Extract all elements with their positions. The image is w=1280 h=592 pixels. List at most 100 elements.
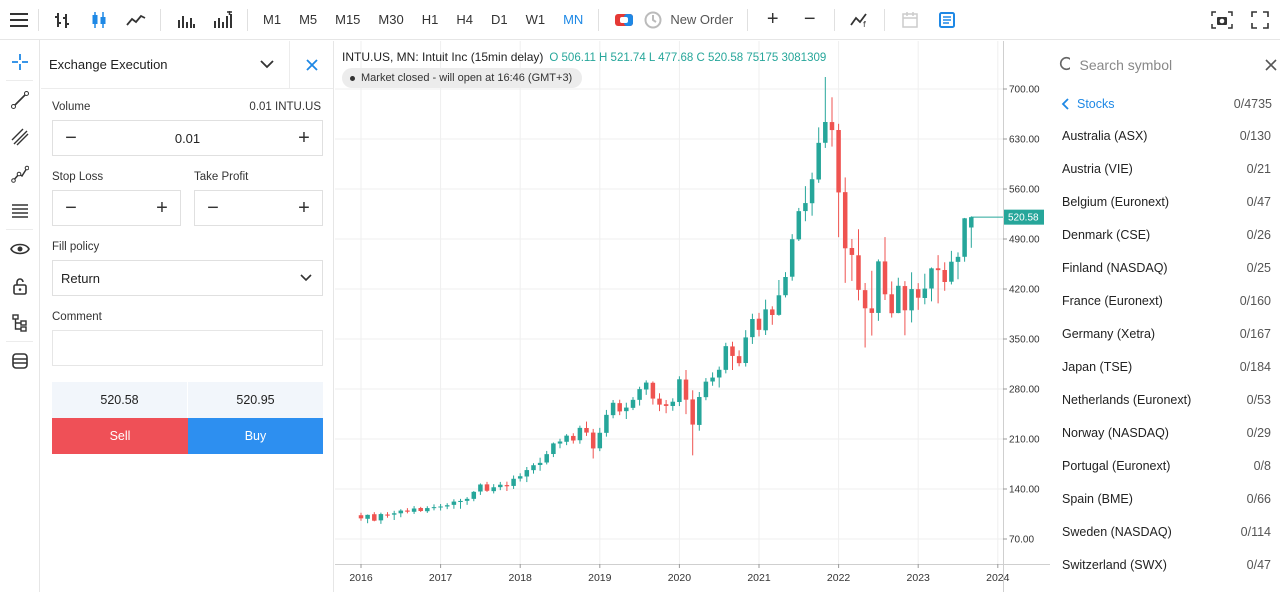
timeframe-h1[interactable]: H1 <box>421 12 439 27</box>
clear-search-icon[interactable] <box>1263 50 1280 80</box>
database-icon[interactable] <box>0 342 40 379</box>
volume-hint: 0.01 INTU.US <box>249 101 321 113</box>
buy-button[interactable]: Buy <box>188 418 323 454</box>
exchange-list-item[interactable]: Denmark (CSE) 0/26 <box>1051 218 1280 251</box>
stop-loss-increase-button[interactable]: + <box>156 196 168 219</box>
search-input[interactable] <box>1077 56 1263 74</box>
indicator-f-icon[interactable]: f <box>841 0 878 40</box>
y-tick-label: 560.00 <box>1009 185 1040 196</box>
category-header[interactable]: Stocks 0/4735 <box>1051 89 1280 119</box>
lock-icon[interactable] <box>0 267 40 304</box>
exchange-list-item[interactable]: Austria (VIE) 0/21 <box>1051 152 1280 185</box>
candle-body <box>358 515 364 519</box>
candlestick-chart-type-icon[interactable] <box>80 0 117 40</box>
comment-field[interactable] <box>52 330 323 366</box>
chart-title: INTU.US, MN: Intuit Inc (15min delay) <box>342 50 544 64</box>
comment-input[interactable] <box>53 339 322 357</box>
volume-increase-button[interactable]: + <box>298 126 310 149</box>
new-order-button[interactable]: New Order <box>642 0 741 40</box>
divider <box>6 229 33 230</box>
timeframe-w1[interactable]: W1 <box>525 12 546 27</box>
journal-icon[interactable] <box>928 0 965 40</box>
category-count: 0/4735 <box>1233 97 1272 111</box>
channel-icon[interactable] <box>0 118 40 155</box>
volume-input[interactable] <box>89 129 286 147</box>
zoom-out-icon[interactable]: − <box>803 8 816 30</box>
exchange-name: Spain (BME) <box>1062 491 1133 506</box>
exchange-name: France (Euronext) <box>1062 293 1163 308</box>
order-panel-header: Exchange Execution <box>41 40 333 89</box>
timeframe-m30[interactable]: M30 <box>378 12 404 27</box>
take-profit-decrease-button[interactable]: − <box>207 196 219 219</box>
exchange-list-item[interactable]: Switzerland (SWX) 0/47 <box>1051 548 1280 581</box>
y-tick-label: 280.00 <box>1009 385 1040 396</box>
exchange-count: 0/130 <box>1239 128 1271 143</box>
path-icon[interactable] <box>0 155 40 192</box>
object-tree-icon[interactable] <box>0 304 40 341</box>
candle-body <box>478 484 483 492</box>
exchange-list-item[interactable]: Australia (ASX) 0/130 <box>1051 119 1280 152</box>
volume-decrease-button[interactable]: − <box>65 126 77 149</box>
close-icon[interactable] <box>289 40 333 89</box>
fibonacci-icon[interactable] <box>0 192 40 229</box>
bar-chart-type-icon[interactable] <box>43 0 80 40</box>
timeframe-h4[interactable]: H4 <box>456 12 473 27</box>
line-chart-type-icon[interactable] <box>117 0 154 40</box>
trend-line-icon[interactable] <box>0 81 40 118</box>
indicators-icon[interactable] <box>204 0 241 40</box>
candle-body <box>471 491 477 499</box>
candle-body <box>856 255 861 290</box>
eye-icon[interactable] <box>0 230 40 267</box>
candle-body <box>405 510 410 512</box>
stop-loss-input[interactable] <box>89 199 144 217</box>
exchange-list-item[interactable]: France (Euronext) 0/160 <box>1051 284 1280 317</box>
candle-body <box>949 261 954 282</box>
y-tick-label: 350.00 <box>1009 335 1040 346</box>
new-order-label: New Order <box>670 12 734 27</box>
fullscreen-icon[interactable] <box>1240 0 1280 40</box>
exchange-list-item[interactable]: Germany (Xetra) 0/167 <box>1051 317 1280 350</box>
divider <box>160 8 161 31</box>
one-click-trading-icon[interactable] <box>605 0 642 40</box>
candle-body <box>809 179 815 204</box>
candle-body <box>849 248 855 255</box>
back-chevron-icon[interactable] <box>1061 98 1071 110</box>
exchange-list-item[interactable]: Belgium (Euronext) 0/47 <box>1051 185 1280 218</box>
timeframe-d1[interactable]: D1 <box>490 12 508 27</box>
chart-header: INTU.US, MN: Intuit Inc (15min delay) O 5… <box>342 50 826 64</box>
fill-policy-value: Return <box>61 270 101 286</box>
timeframe-m5[interactable]: M5 <box>299 12 318 27</box>
menu-icon[interactable] <box>0 0 38 40</box>
zoom-in-icon[interactable]: + <box>766 8 779 30</box>
timeframe-mn[interactable]: MN <box>563 12 584 27</box>
divider <box>747 8 749 31</box>
exchange-list-item[interactable]: Spain (BME) 0/66 <box>1051 482 1280 515</box>
calendar-icon[interactable] <box>891 0 928 40</box>
fill-policy-select[interactable]: Return <box>52 260 323 296</box>
exchange-list-item[interactable]: Sweden (NASDAQ) 0/114 <box>1051 515 1280 548</box>
exchange-list-item[interactable]: Norway (NASDAQ) 0/29 <box>1051 416 1280 449</box>
timeframe-m15[interactable]: M15 <box>335 12 361 27</box>
exchange-list-item[interactable]: Netherlands (Euronext) 0/53 <box>1051 383 1280 416</box>
execution-type-select[interactable]: Exchange Execution <box>49 57 168 72</box>
candle-body <box>537 462 543 465</box>
take-profit-increase-button[interactable]: + <box>298 196 310 219</box>
candle-body <box>425 508 430 512</box>
volume-indicator-icon[interactable] <box>167 0 204 40</box>
screenshot-icon[interactable] <box>1203 0 1240 40</box>
chevron-down-icon[interactable] <box>245 41 289 89</box>
take-profit-input[interactable] <box>231 199 286 217</box>
exchange-list-item[interactable]: Portugal (Euronext) 0/8 <box>1051 449 1280 482</box>
category-title[interactable]: Stocks <box>1077 97 1115 111</box>
stop-loss-decrease-button[interactable]: − <box>65 196 77 219</box>
exchange-list-item[interactable]: Finland (NASDAQ) 0/25 <box>1051 251 1280 284</box>
candle-body <box>776 295 782 315</box>
candle-body <box>703 381 709 398</box>
crosshair-icon[interactable] <box>0 43 40 80</box>
exchange-list-item[interactable]: Japan (TSE) 0/184 <box>1051 350 1280 383</box>
candle-body <box>511 478 516 486</box>
price-chart[interactable]: 70.00 140.00 210.00 280.00 350.00 420.00 490.0… <box>335 41 1050 592</box>
sell-button[interactable]: Sell <box>52 418 188 454</box>
x-tick-label: 2023 <box>907 572 931 584</box>
timeframe-m1[interactable]: M1 <box>263 12 282 27</box>
